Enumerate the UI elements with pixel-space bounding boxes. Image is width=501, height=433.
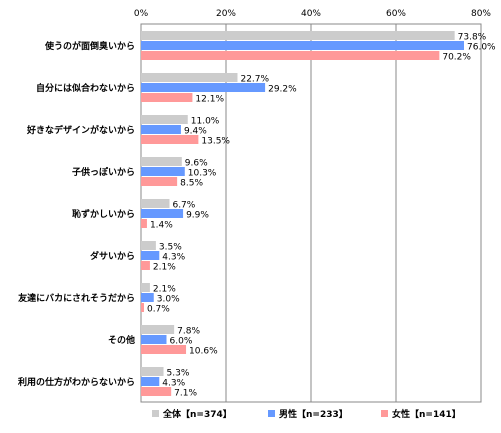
bar (141, 51, 440, 60)
data-label: 12.1% (195, 95, 224, 105)
data-label: 9.9% (186, 211, 209, 221)
category-label: 自分には似合わないから (36, 82, 135, 94)
bar (141, 377, 160, 386)
legend: 全体【n=374】 男性【n=233】 女性【n=141】 (152, 408, 461, 420)
data-label: 7.8% (177, 327, 200, 337)
bar (141, 83, 266, 92)
data-label: 2.1% (153, 285, 176, 295)
x-tick-label: 80% (471, 9, 491, 19)
bars: 73.8%76.0%70.2%22.7%29.2%12.1%11.0%9.4%1… (141, 31, 496, 399)
data-label: 3.5% (159, 243, 182, 253)
data-label: 11.0% (191, 117, 220, 127)
legend-label: 男性【n=233】 (279, 408, 348, 420)
data-label: 2.1% (153, 263, 176, 273)
category-label: 利用の仕方がわからないから (17, 376, 135, 388)
x-tick-label: 40% (301, 9, 321, 19)
category-label: 友達にバカにされそうだから (18, 292, 135, 304)
data-label: 10.3% (188, 169, 217, 179)
data-label: 5.3% (167, 369, 190, 379)
data-label: 1.4% (150, 221, 173, 231)
x-tick-label: 60% (386, 9, 406, 19)
data-label: 70.2% (442, 53, 471, 63)
bar (141, 387, 172, 396)
data-label: 4.3% (162, 379, 185, 389)
data-label: 4.3% (162, 253, 185, 263)
bar (141, 303, 144, 312)
data-label: 6.0% (170, 337, 193, 347)
bar (141, 177, 178, 186)
category-label: 子供っぽいから (72, 166, 135, 178)
bar (141, 219, 147, 228)
category-label: 好きなデザインがないから (26, 124, 135, 136)
data-label: 10.6% (189, 347, 218, 357)
data-label: 9.6% (185, 159, 208, 169)
category-label: その他 (108, 334, 135, 346)
bar (141, 31, 455, 40)
category-label: ダサいから (90, 250, 135, 262)
bar (141, 283, 150, 292)
data-label: 6.7% (172, 201, 195, 211)
legend-label: 全体【n=374】 (162, 408, 232, 420)
bar (141, 241, 156, 250)
bar (141, 209, 184, 218)
legend-swatch (381, 410, 388, 417)
data-label: 3.0% (157, 295, 180, 305)
data-label: 22.7% (240, 75, 269, 85)
data-label: 9.4% (184, 127, 207, 137)
bar (141, 325, 175, 334)
bar (141, 115, 188, 124)
data-label: 73.8% (458, 33, 487, 43)
bar (141, 199, 170, 208)
bar (141, 41, 464, 50)
bar (141, 367, 164, 376)
bar (141, 261, 150, 270)
bar (141, 125, 181, 134)
data-label: 76.0% (467, 43, 496, 53)
bar (141, 73, 238, 82)
x-tick-label: 0% (134, 9, 149, 19)
category-label: 使うのが面倒臭いから (44, 40, 135, 52)
x-tick-label: 20% (216, 9, 236, 19)
bar (141, 335, 167, 344)
category-label: 恥ずかしいから (72, 208, 135, 220)
data-label: 29.2% (268, 85, 297, 95)
legend-swatch (268, 410, 275, 417)
bar (141, 135, 199, 144)
data-label: 13.5% (201, 137, 230, 147)
bar (141, 167, 185, 176)
bar (141, 93, 193, 102)
bar (141, 293, 154, 302)
category-labels: 使うのが面倒臭いから自分には似合わないから好きなデザインがないから子供っぽいから… (17, 40, 135, 388)
bar (141, 345, 187, 354)
data-label: 7.1% (174, 389, 197, 399)
data-label: 8.5% (180, 179, 203, 189)
bar (141, 251, 160, 260)
data-label: 0.7% (147, 305, 170, 315)
legend-swatch (152, 410, 159, 417)
bar (141, 157, 182, 166)
x-axis-ticks: 0% 20% 40% 60% 80% (134, 9, 492, 19)
legend-label: 女性【n=141】 (392, 408, 461, 420)
